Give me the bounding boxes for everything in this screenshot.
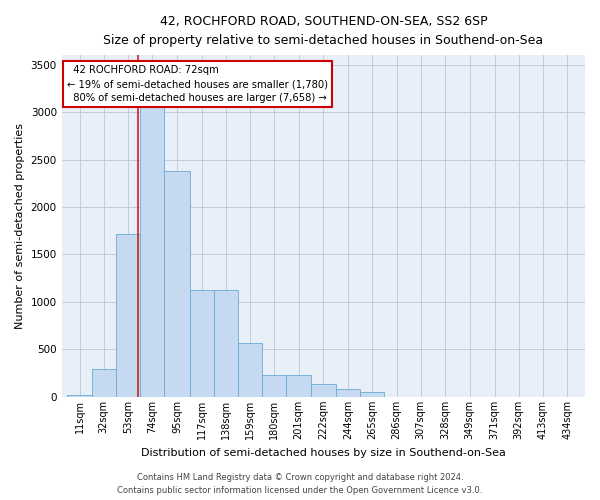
Bar: [311, 384, 336, 397]
Text: Contains HM Land Registry data © Crown copyright and database right 2024.
Contai: Contains HM Land Registry data © Crown c…: [118, 474, 482, 495]
Y-axis label: Number of semi-detached properties: Number of semi-detached properties: [15, 123, 25, 329]
Bar: [190, 290, 214, 397]
Bar: [238, 343, 262, 397]
Bar: [360, 392, 385, 397]
X-axis label: Distribution of semi-detached houses by size in Southend-on-Sea: Distribution of semi-detached houses by …: [141, 448, 506, 458]
Bar: [164, 171, 190, 397]
Bar: [67, 396, 92, 397]
Bar: [286, 375, 311, 397]
Bar: [116, 234, 140, 397]
Bar: [92, 370, 116, 397]
Bar: [214, 290, 238, 397]
Bar: [140, 91, 164, 397]
Bar: [336, 390, 360, 397]
Title: 42, ROCHFORD ROAD, SOUTHEND-ON-SEA, SS2 6SP
Size of property relative to semi-de: 42, ROCHFORD ROAD, SOUTHEND-ON-SEA, SS2 …: [103, 15, 544, 47]
Bar: [262, 375, 286, 397]
Text: 42 ROCHFORD ROAD: 72sqm
← 19% of semi-detached houses are smaller (1,780)
  80% : 42 ROCHFORD ROAD: 72sqm ← 19% of semi-de…: [67, 66, 328, 104]
